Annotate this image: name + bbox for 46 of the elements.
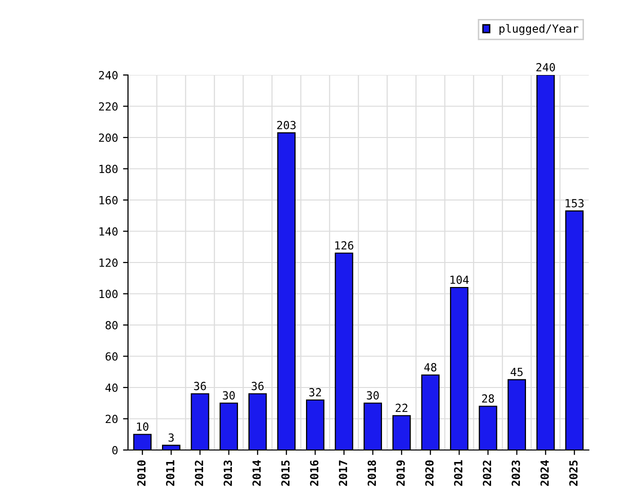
x-tick-label: 2020	[425, 460, 434, 486]
x-tick-label: 2023	[512, 460, 520, 486]
x-tick-label: 2018	[368, 460, 376, 486]
legend-label: plugged/Year	[500, 24, 578, 35]
x-tick-label: 2013	[224, 460, 232, 486]
x-tick-label: 2025	[569, 460, 578, 486]
data-label: 22	[396, 404, 408, 412]
x-tick-label: 2024	[540, 460, 549, 486]
y-tick-label: 240	[99, 71, 118, 80]
data-label: 30	[366, 391, 379, 400]
x-tick-label: 2022	[482, 460, 492, 486]
x-tick-label: 2016	[310, 460, 318, 486]
data-label: 126	[335, 241, 354, 250]
y-tick-label: 120	[100, 258, 118, 267]
y-tick-label: 200	[99, 134, 118, 142]
data-label: 203	[277, 120, 296, 130]
x-tick-label: 2021	[454, 460, 462, 486]
data-label: 45	[510, 368, 523, 376]
y-tick-label: 140	[100, 227, 118, 236]
y-tick-label: 100	[100, 290, 118, 298]
x-tick-label: 2012	[194, 460, 204, 486]
x-tick-label: 2011	[166, 460, 174, 486]
data-label: 36	[194, 382, 206, 390]
data-label: 153	[566, 198, 584, 208]
y-tick-label: 40	[105, 384, 118, 392]
y-tick-label: 20	[106, 414, 118, 424]
y-tick-label: 160	[100, 196, 118, 204]
x-tick-label: 2015	[281, 460, 290, 486]
data-label: 240	[536, 63, 555, 72]
data-label: 32	[309, 388, 321, 396]
y-tick-label: 60	[106, 352, 118, 361]
data-label: 48	[424, 363, 436, 372]
y-tick-label: 220	[99, 102, 118, 111]
data-label: 3	[168, 433, 174, 442]
y-tick-label: 0	[112, 446, 118, 454]
x-tick-label: 2017	[338, 460, 348, 486]
y-tick-label: 80	[106, 321, 118, 330]
x-tick-label: 2014	[252, 460, 261, 486]
y-tick-label: 180	[100, 164, 118, 174]
x-tick-label: 2010	[137, 460, 146, 486]
data-label: 104	[450, 276, 469, 284]
data-label: 28	[482, 394, 494, 403]
data-label: 36	[252, 382, 264, 390]
x-tick-label: 2019	[396, 460, 405, 486]
data-label: 10	[137, 422, 148, 431]
data-label: 30	[222, 391, 235, 400]
